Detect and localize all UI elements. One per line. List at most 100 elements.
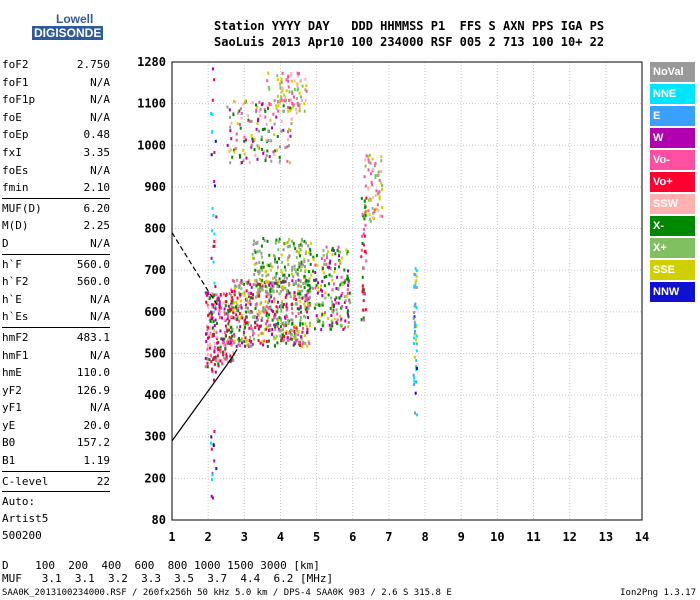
echo-point bbox=[336, 318, 339, 322]
param-name: C-level bbox=[2, 474, 49, 488]
echo-point bbox=[344, 319, 347, 323]
echo-point bbox=[315, 283, 318, 287]
echo-point bbox=[304, 342, 307, 346]
echo-point bbox=[221, 338, 224, 342]
echo-point bbox=[323, 284, 326, 288]
echo-point bbox=[286, 159, 289, 163]
echo-point bbox=[315, 254, 318, 257]
echo-point bbox=[253, 337, 256, 341]
echo-point bbox=[216, 357, 219, 361]
echo-point bbox=[308, 321, 311, 325]
echo-point bbox=[283, 99, 286, 103]
echo-point bbox=[377, 209, 380, 213]
echo-point bbox=[282, 331, 285, 335]
echo-point bbox=[305, 250, 307, 254]
echo-point bbox=[381, 183, 383, 187]
echo-point bbox=[281, 89, 284, 92]
echo-point bbox=[230, 288, 233, 292]
echo-point bbox=[261, 340, 264, 344]
echo-point bbox=[248, 326, 251, 330]
echo-point bbox=[213, 324, 216, 327]
echo-point bbox=[314, 278, 317, 282]
param-value: 560.0 bbox=[76, 257, 110, 271]
echo-point bbox=[257, 313, 260, 317]
echo-point bbox=[363, 318, 366, 322]
echo-point bbox=[307, 297, 310, 301]
echo-point bbox=[321, 312, 324, 316]
echo-point bbox=[244, 344, 246, 348]
echo-point bbox=[231, 339, 234, 342]
echo-point bbox=[235, 344, 238, 348]
echo-point bbox=[208, 335, 211, 339]
echo-point bbox=[272, 281, 275, 285]
echo-point bbox=[414, 391, 417, 395]
echo-point bbox=[245, 297, 248, 301]
param-name: yF2 bbox=[2, 383, 22, 397]
echo-point bbox=[349, 301, 351, 305]
echo-point bbox=[254, 320, 257, 324]
echo-point bbox=[231, 315, 234, 319]
echo-point bbox=[277, 240, 280, 244]
echo-point bbox=[315, 278, 318, 282]
echo-point bbox=[327, 282, 330, 286]
param-name: fxI bbox=[2, 145, 22, 159]
echo-point bbox=[334, 252, 337, 256]
echo-point bbox=[307, 279, 310, 283]
echo-point bbox=[206, 347, 209, 351]
echo-point bbox=[247, 310, 250, 314]
param-separator bbox=[2, 253, 110, 255]
echo-point bbox=[259, 278, 262, 282]
echo-point bbox=[232, 316, 235, 320]
echo-point bbox=[297, 330, 300, 334]
echo-point bbox=[257, 272, 260, 276]
echo-point bbox=[251, 342, 254, 346]
echo-point bbox=[329, 306, 332, 310]
echo-point bbox=[340, 294, 343, 298]
echo-point bbox=[380, 155, 383, 159]
echo-point bbox=[244, 138, 247, 142]
echo-point bbox=[254, 303, 257, 307]
y-tick-label: 1000 bbox=[137, 138, 166, 152]
echo-point bbox=[289, 109, 292, 113]
echo-point bbox=[230, 304, 233, 308]
param-row: MUF(D) 6.20 bbox=[2, 200, 110, 218]
echo-point bbox=[239, 299, 242, 303]
echo-point bbox=[220, 337, 223, 341]
echo-point bbox=[242, 102, 245, 106]
param-separator bbox=[2, 491, 110, 493]
echo-point bbox=[255, 103, 257, 107]
echo-point bbox=[367, 209, 370, 213]
echo-point bbox=[276, 317, 279, 321]
echo-point bbox=[291, 279, 294, 283]
echo-point bbox=[293, 267, 296, 271]
echo-point bbox=[233, 150, 236, 154]
echo-point bbox=[332, 249, 335, 252]
echo-point bbox=[318, 303, 321, 307]
echo-point bbox=[321, 324, 324, 328]
echo-point bbox=[292, 275, 295, 279]
echo-point bbox=[323, 275, 326, 279]
echo-point bbox=[414, 280, 417, 284]
echo-point bbox=[376, 174, 379, 177]
echo-point bbox=[212, 305, 215, 309]
echo-point bbox=[293, 244, 296, 248]
echo-point bbox=[374, 162, 377, 165]
param-row: h`F 560.0 bbox=[2, 256, 110, 274]
echo-point bbox=[304, 88, 307, 92]
echo-point bbox=[213, 232, 216, 236]
echo-point bbox=[299, 323, 302, 327]
param-name: foE bbox=[2, 110, 22, 124]
echo-point bbox=[239, 107, 242, 111]
param-value: 110.0 bbox=[76, 366, 110, 380]
echo-point bbox=[281, 286, 284, 290]
echo-point bbox=[301, 98, 303, 102]
echo-point bbox=[223, 311, 226, 315]
echo-point bbox=[248, 299, 251, 303]
echo-point bbox=[232, 306, 235, 310]
echo-point bbox=[255, 318, 258, 322]
echo-point bbox=[289, 328, 292, 332]
echo-point bbox=[207, 326, 209, 330]
echo-point bbox=[245, 315, 248, 319]
echo-point bbox=[298, 109, 301, 113]
echo-point bbox=[302, 295, 305, 299]
